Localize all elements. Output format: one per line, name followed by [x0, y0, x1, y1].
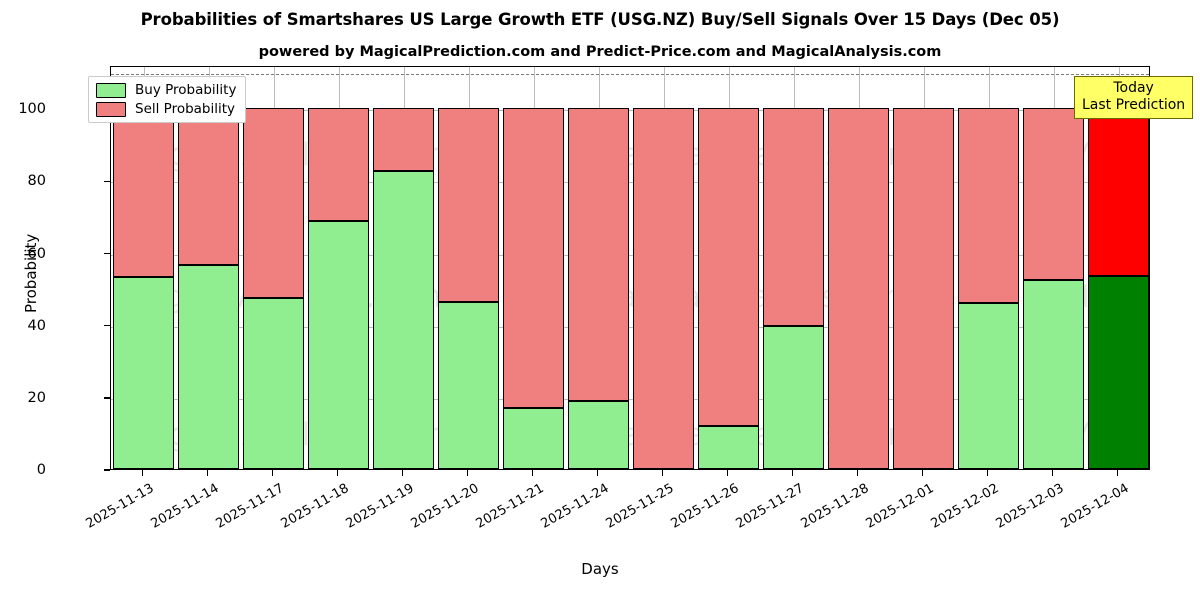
legend-item-buy: Buy Probability — [96, 82, 236, 98]
x-tick-mark — [531, 470, 534, 476]
bar-segment-buy[interactable] — [243, 298, 304, 469]
bar-group[interactable] — [308, 67, 369, 469]
bar-segment-sell[interactable] — [308, 108, 369, 221]
today-callout-line1: Today — [1113, 80, 1154, 96]
bar-segment-sell[interactable] — [958, 108, 1019, 303]
bar-segment-sell[interactable] — [438, 108, 499, 302]
bar-group[interactable] — [438, 67, 499, 469]
bar-group[interactable] — [1088, 67, 1149, 469]
bar-segment-buy[interactable] — [698, 425, 759, 469]
bar-segment-sell[interactable] — [763, 108, 824, 326]
bar-segment-buy[interactable] — [1088, 276, 1149, 469]
x-tick-mark — [336, 470, 339, 476]
x-tick-mark — [921, 470, 924, 476]
bar-group[interactable] — [633, 67, 694, 469]
bars-layer — [111, 67, 1149, 469]
bar-group[interactable] — [698, 67, 759, 469]
today-callout-line2: Last Prediction — [1082, 97, 1186, 114]
x-tick-mark — [1116, 470, 1119, 476]
bar-group[interactable] — [178, 67, 239, 469]
plot-area: MagicalAnalysis.comMagicalAnalysis.comMa… — [110, 66, 1150, 470]
bar-segment-sell[interactable] — [1023, 108, 1084, 281]
x-tick-mark — [401, 470, 404, 476]
bar-group[interactable] — [503, 67, 564, 469]
bar-segment-buy[interactable] — [958, 302, 1019, 469]
bar-segment-sell[interactable] — [893, 108, 954, 469]
y-tick-mark — [104, 180, 110, 183]
x-tick-mark — [986, 470, 989, 476]
bar-segment-buy[interactable] — [1023, 280, 1084, 469]
bar-group[interactable] — [113, 67, 174, 469]
y-tick-mark — [104, 252, 110, 255]
bar-segment-buy[interactable] — [763, 325, 824, 469]
y-tick-label: 80 — [27, 173, 46, 190]
bar-segment-sell[interactable] — [503, 108, 564, 408]
reference-line — [111, 74, 1149, 76]
bar-group[interactable] — [243, 67, 304, 469]
x-tick-mark — [206, 470, 209, 476]
gridline-horizontal — [111, 326, 1149, 328]
legend-swatch-buy — [96, 82, 126, 98]
bar-segment-sell[interactable] — [113, 108, 174, 277]
bar-group[interactable] — [763, 67, 824, 469]
legend-swatch-sell — [96, 101, 126, 117]
bar-segment-buy[interactable] — [438, 302, 499, 469]
bar-group[interactable] — [1023, 67, 1084, 469]
bar-group[interactable] — [828, 67, 889, 469]
x-tick-mark — [271, 470, 274, 476]
bar-segment-sell[interactable] — [1088, 108, 1149, 277]
gridline-horizontal — [111, 398, 1149, 400]
chart-subtitle: powered by MagicalPrediction.com and Pre… — [258, 44, 942, 60]
y-tick-mark — [104, 325, 110, 327]
legend-label-buy: Buy Probability — [135, 82, 237, 98]
bar-segment-sell[interactable] — [568, 108, 629, 402]
y-tick-label: 60 — [27, 245, 46, 262]
bar-segment-sell[interactable] — [633, 108, 694, 469]
bar-segment-sell[interactable] — [828, 108, 889, 469]
bar-segment-buy[interactable] — [503, 407, 564, 469]
bar-group[interactable] — [958, 67, 1019, 469]
y-tick-mark — [104, 469, 110, 471]
x-tick-mark — [726, 470, 729, 476]
bar-segment-sell[interactable] — [373, 108, 434, 172]
x-tick-mark — [1051, 470, 1054, 476]
y-tick-label: 40 — [27, 317, 46, 334]
chart-legend: Buy Probability Sell Probability — [88, 76, 247, 123]
legend-item-sell: Sell Probability — [96, 101, 236, 117]
bar-group[interactable] — [568, 67, 629, 469]
x-tick-mark — [661, 470, 664, 476]
y-tick-label: 20 — [27, 389, 46, 406]
x-tick-mark — [141, 470, 144, 476]
bar-segment-sell[interactable] — [243, 108, 304, 299]
gridline-horizontal — [111, 110, 1149, 112]
x-tick-mark — [791, 470, 794, 476]
y-tick-label: 0 — [36, 462, 46, 478]
bar-segment-sell[interactable] — [178, 108, 239, 265]
bar-segment-sell[interactable] — [698, 108, 759, 426]
bar-segment-buy[interactable] — [113, 276, 174, 469]
bar-group[interactable] — [893, 67, 954, 469]
gridline-horizontal — [111, 182, 1149, 184]
y-tick-mark — [104, 397, 110, 399]
x-tick-mark — [596, 470, 599, 476]
today-callout: Today Last Prediction — [1074, 76, 1194, 120]
bar-segment-buy[interactable] — [308, 220, 369, 469]
legend-label-sell: Sell Probability — [135, 101, 236, 117]
bar-segment-buy[interactable] — [373, 171, 434, 469]
gridline-horizontal — [111, 254, 1149, 256]
page-title: Probabilities of Smartshares US Large Gr… — [140, 10, 1060, 29]
bar-segment-buy[interactable] — [178, 264, 239, 469]
y-tick-label: 100 — [18, 101, 46, 118]
x-tick-mark — [856, 470, 859, 476]
x-tick-mark — [466, 470, 469, 476]
bar-segment-buy[interactable] — [568, 401, 629, 469]
bar-group[interactable] — [373, 67, 434, 469]
x-axis-label: Days — [581, 560, 619, 578]
